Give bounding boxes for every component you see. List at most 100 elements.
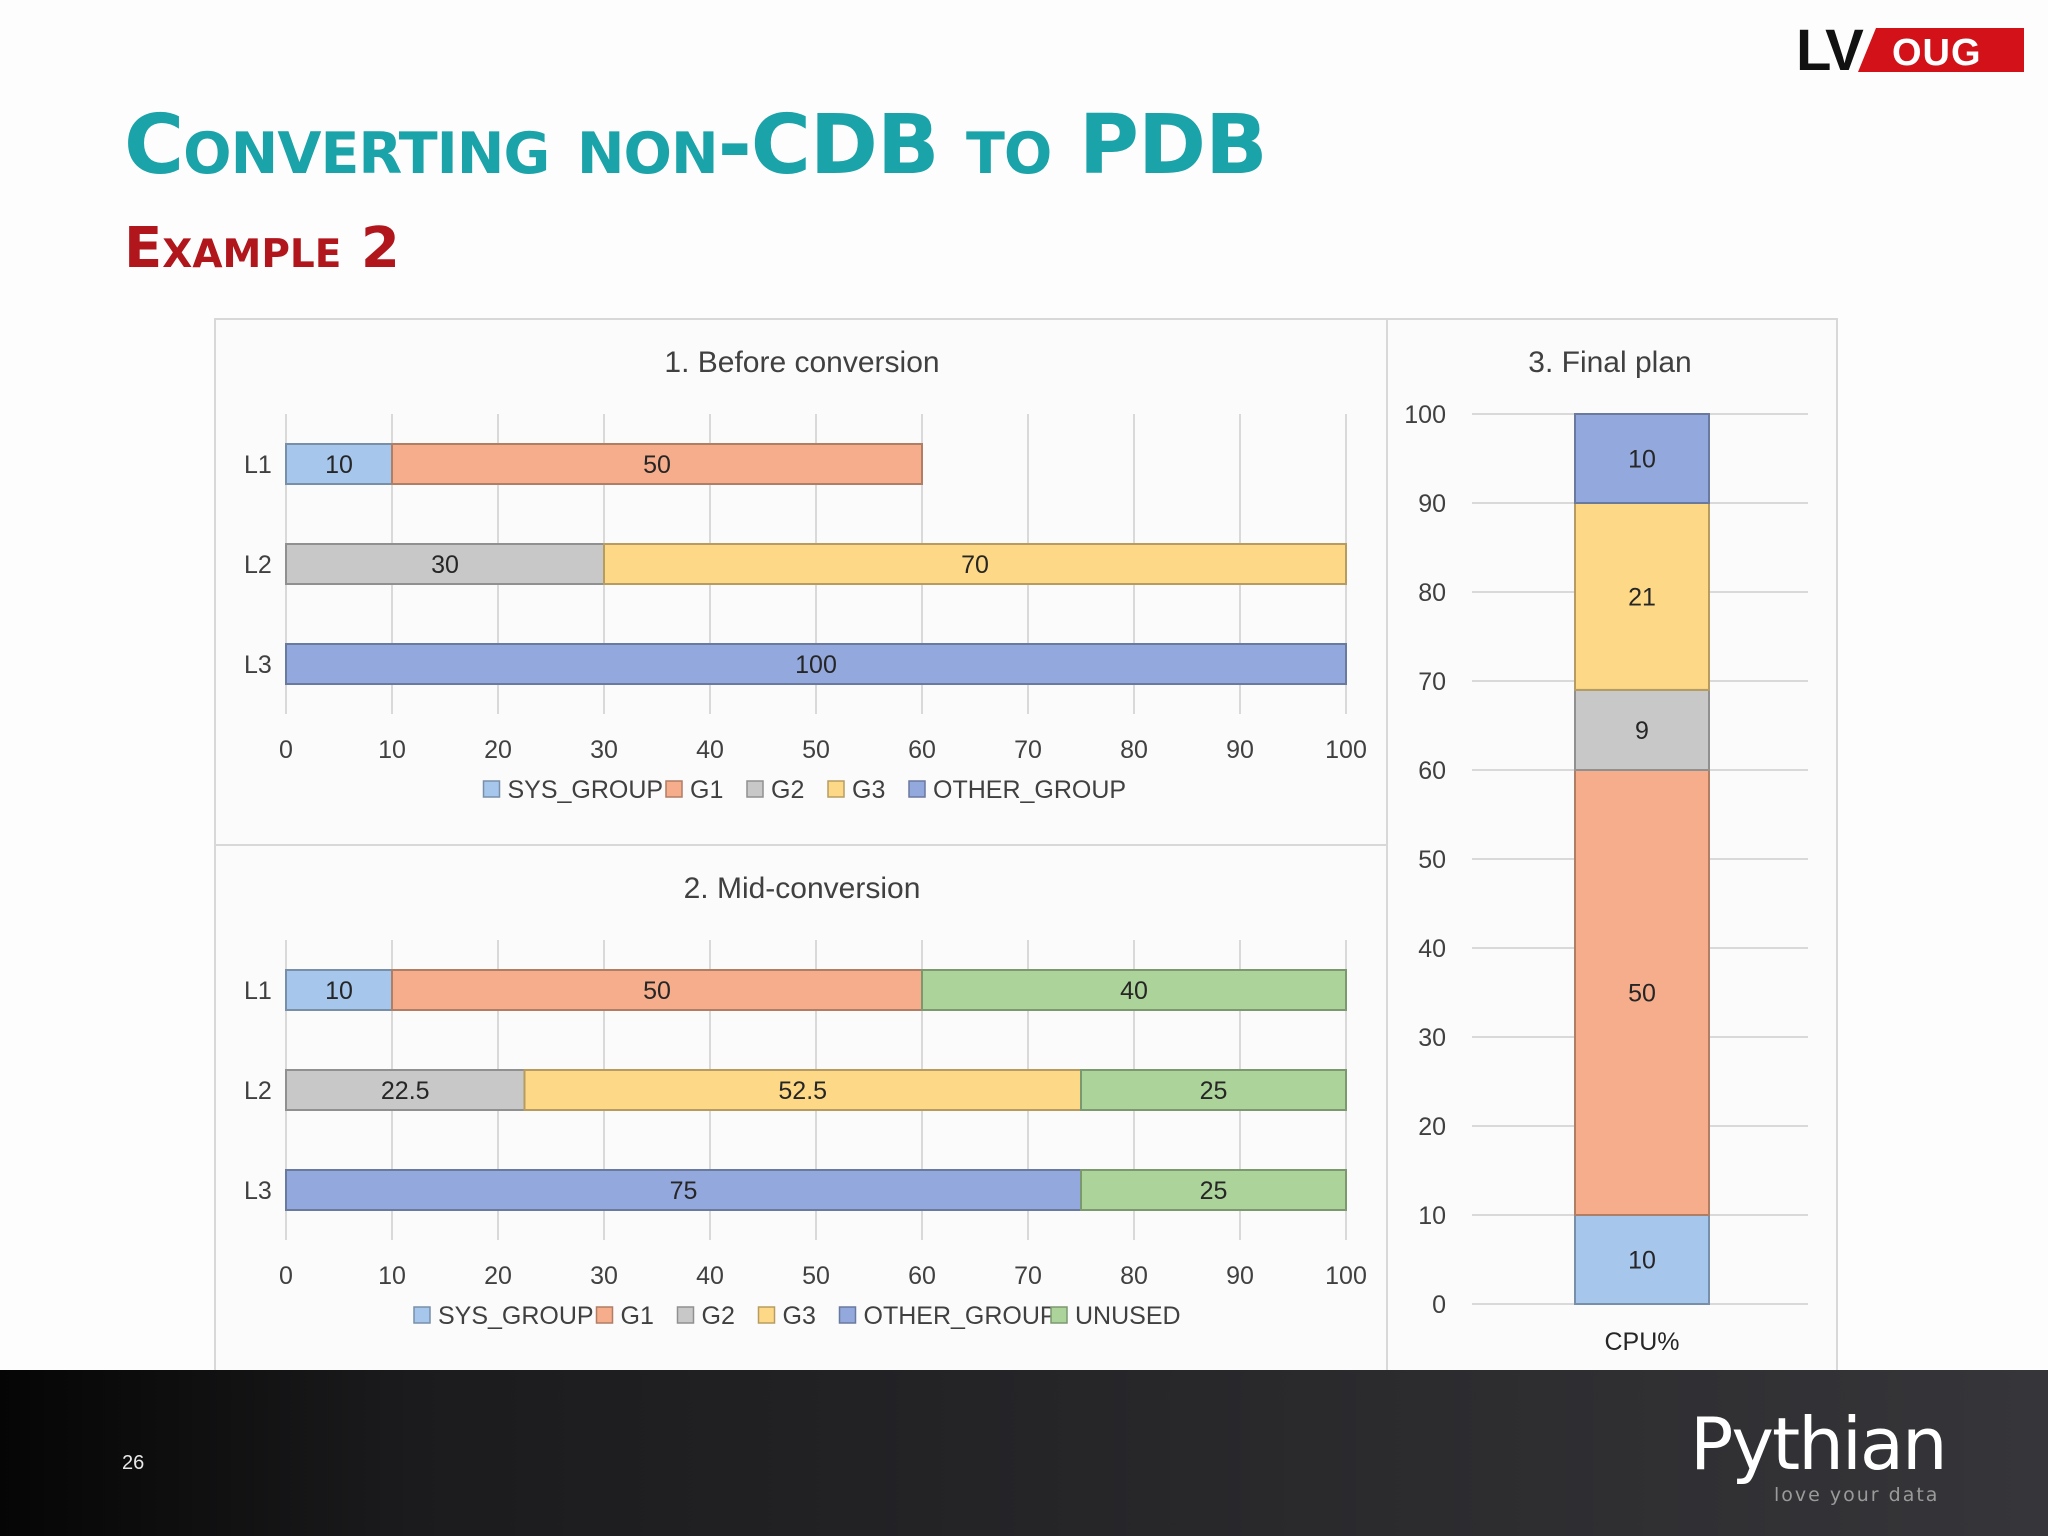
x-tick-label: 60 bbox=[908, 1262, 936, 1290]
slide-title: Converting non-CDB to PDB bbox=[124, 98, 1268, 193]
data-label: 75 bbox=[670, 1177, 698, 1205]
data-label: 21 bbox=[1628, 583, 1656, 611]
legend-label: G2 bbox=[702, 1302, 735, 1330]
bar-segment bbox=[1574, 502, 1710, 691]
bar-segment bbox=[285, 1169, 1082, 1211]
x-tick-label: 40 bbox=[696, 1262, 724, 1290]
legend-swatch bbox=[827, 780, 845, 798]
data-label: 10 bbox=[325, 451, 353, 479]
chart-final-svg: 3. Final plan 0 10 20 30 40 50 60 70 80 90 100 10 50 9… bbox=[1404, 346, 1808, 1356]
data-label: 25 bbox=[1200, 1077, 1228, 1105]
bar-segment bbox=[285, 443, 393, 485]
slide-subtitle: Example 2 bbox=[124, 216, 400, 281]
y-category-label: L1 bbox=[244, 977, 272, 1005]
legend-swatch bbox=[908, 780, 926, 798]
page-number: 26 bbox=[122, 1452, 145, 1474]
legend-label: G3 bbox=[783, 1302, 816, 1330]
y-tick-label: 30 bbox=[1418, 1024, 1446, 1052]
y-tick-label: 40 bbox=[1418, 935, 1446, 963]
data-label: 52.5 bbox=[778, 1077, 827, 1105]
y-tick-label: 80 bbox=[1418, 579, 1446, 607]
legend-swatch bbox=[1050, 1306, 1068, 1324]
x-category-label: CPU% bbox=[1604, 1328, 1679, 1356]
legend-swatch bbox=[413, 1306, 431, 1324]
x-tick-label: 50 bbox=[802, 736, 830, 764]
data-label: 50 bbox=[1628, 980, 1656, 1008]
pythian-logo: Pythian love your data bbox=[1690, 1408, 1960, 1508]
y-tick-label: 10 bbox=[1418, 1202, 1446, 1230]
y-tick-label: 70 bbox=[1418, 668, 1446, 696]
bar-segment bbox=[391, 969, 923, 1011]
data-label: 40 bbox=[1120, 977, 1148, 1005]
x-tick-label: 80 bbox=[1120, 736, 1148, 764]
bar-segment bbox=[391, 443, 923, 485]
bar-segment bbox=[921, 969, 1347, 1011]
x-tick-label: 100 bbox=[1325, 1262, 1367, 1290]
legend-label: OTHER_GROUP bbox=[864, 1302, 1057, 1330]
x-tick-label: 10 bbox=[378, 736, 406, 764]
x-tick-label: 50 bbox=[802, 1262, 830, 1290]
bar-segment bbox=[1574, 688, 1710, 771]
legend-label: G1 bbox=[690, 776, 723, 804]
y-category-label: L2 bbox=[244, 551, 272, 579]
data-label: 9 bbox=[1635, 717, 1649, 745]
lvoug-logo: LV OUG bbox=[1796, 22, 2024, 76]
chart-final-plan: 3. Final plan 0 10 20 30 40 50 60 70 80 90 100 10 50 9… bbox=[1386, 318, 1838, 1374]
y-tick-label: 20 bbox=[1418, 1113, 1446, 1141]
footer-bar bbox=[0, 1370, 2048, 1536]
legend-swatch bbox=[838, 1306, 857, 1324]
x-tick-label: 80 bbox=[1120, 1262, 1148, 1290]
y-tick-label: 100 bbox=[1404, 401, 1446, 429]
chart-title: 1. Before conversion bbox=[664, 346, 939, 379]
data-label: 50 bbox=[643, 977, 671, 1005]
bar-segment bbox=[1574, 769, 1710, 1216]
y-tick-label: 0 bbox=[1432, 1291, 1446, 1319]
chart-title: 2. Mid-conversion bbox=[684, 872, 921, 905]
x-tick-label: 90 bbox=[1226, 736, 1254, 764]
chart-title: 3. Final plan bbox=[1528, 346, 1691, 379]
data-label: 25 bbox=[1200, 1177, 1228, 1205]
data-label: 10 bbox=[1628, 446, 1656, 474]
x-tick-label: 60 bbox=[908, 736, 936, 764]
bar-segment bbox=[285, 643, 1347, 685]
legend-label: G1 bbox=[621, 1302, 654, 1330]
y-category-label: L3 bbox=[244, 651, 272, 679]
y-tick-label: 60 bbox=[1418, 757, 1446, 785]
bar-segment bbox=[285, 1069, 526, 1111]
legend-label: SYS_GROUP bbox=[508, 776, 664, 804]
legend-label: G2 bbox=[771, 776, 804, 804]
legend-label: OTHER_GROUP bbox=[933, 776, 1126, 804]
x-tick-label: 40 bbox=[696, 736, 724, 764]
legend-swatch bbox=[665, 780, 683, 798]
brand-tagline: love your data bbox=[1774, 1484, 1940, 1506]
legend-swatch bbox=[746, 780, 764, 798]
brand-name: Pythian bbox=[1690, 1402, 1948, 1486]
legend-swatch bbox=[676, 1306, 695, 1324]
y-category-label: L2 bbox=[244, 1077, 272, 1105]
data-label: 10 bbox=[325, 977, 353, 1005]
bar-segment bbox=[523, 1069, 1082, 1111]
chart-mid-svg: 2. Mid-conversion 0 10 20 30 40 50 60 70 80 90 100 L… bbox=[244, 872, 1367, 1330]
data-label: 10 bbox=[1628, 1247, 1656, 1275]
legend-swatch bbox=[757, 1306, 776, 1324]
legend-label: SYS_GROUP bbox=[438, 1302, 594, 1330]
x-tick-label: 30 bbox=[590, 1262, 618, 1290]
y-tick-label: 50 bbox=[1418, 846, 1446, 874]
data-label: 50 bbox=[643, 451, 671, 479]
y-tick-label: 90 bbox=[1418, 490, 1446, 518]
svg-text:OUG: OUG bbox=[1892, 32, 1982, 74]
bar-segment bbox=[285, 969, 393, 1011]
x-tick-label: 0 bbox=[279, 736, 293, 764]
x-tick-label: 10 bbox=[378, 1262, 406, 1290]
x-tick-label: 70 bbox=[1014, 1262, 1042, 1290]
data-label: 30 bbox=[431, 551, 459, 579]
data-label: 70 bbox=[961, 551, 989, 579]
chart-before-conversion: 1. Before conversion 0 10 20 30 40 50 60 70 80 90 1… bbox=[214, 318, 1390, 848]
x-tick-label: 20 bbox=[484, 1262, 512, 1290]
chart-before-svg: 1. Before conversion 0 10 20 30 40 50 60 70 80 90 1… bbox=[244, 346, 1367, 804]
bar-segment bbox=[1080, 1069, 1347, 1111]
bar-segment bbox=[1574, 413, 1710, 504]
y-category-label: L3 bbox=[244, 1177, 272, 1205]
x-tick-label: 70 bbox=[1014, 736, 1042, 764]
x-tick-label: 30 bbox=[590, 736, 618, 764]
